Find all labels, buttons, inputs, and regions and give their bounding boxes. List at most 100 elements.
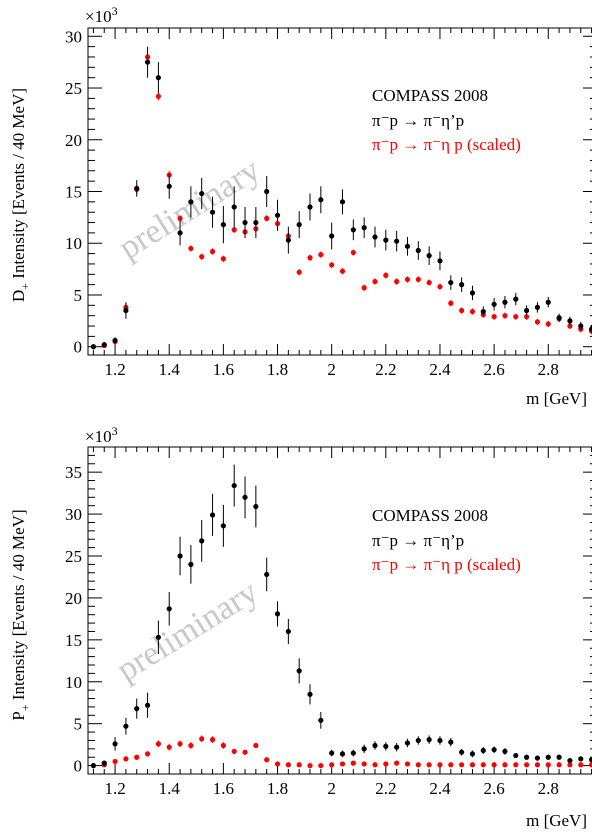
data-point	[296, 762, 302, 768]
data-point	[177, 215, 183, 222]
data-point	[307, 255, 313, 261]
data-point	[144, 751, 151, 757]
y-tick-label: 5	[74, 715, 83, 734]
data-point	[220, 222, 226, 228]
data-point	[166, 606, 172, 612]
data-point	[372, 762, 378, 768]
data-point	[199, 254, 205, 260]
data-point	[361, 761, 367, 767]
data-point	[469, 751, 476, 757]
x-axis-label: m [GeV]	[526, 811, 587, 830]
x-tick-label: 1.2	[104, 360, 125, 379]
data-point	[404, 740, 411, 746]
legend-title: COMPASS 2008	[372, 86, 488, 105]
data-point	[155, 93, 161, 99]
data-point	[361, 746, 367, 752]
data-point	[199, 190, 205, 197]
data-point	[372, 234, 378, 240]
x-tick-label: 1.6	[213, 360, 234, 379]
data-point	[578, 756, 584, 762]
data-point	[404, 276, 411, 283]
data-point	[209, 248, 216, 255]
data-point	[296, 269, 302, 275]
legend-entry-1: π⁻p → π⁻η’p	[372, 531, 464, 550]
x-tick-label: 2.6	[483, 779, 504, 798]
data-point	[394, 744, 400, 750]
data-point	[166, 744, 172, 750]
data-point	[285, 237, 291, 243]
data-point	[524, 307, 530, 314]
data-point	[177, 230, 183, 236]
data-point	[209, 209, 216, 215]
data-point	[502, 313, 508, 319]
data-point	[199, 538, 205, 544]
data-point	[534, 319, 541, 325]
data-point	[155, 634, 161, 640]
data-point	[166, 183, 172, 189]
data-point	[469, 290, 476, 296]
data-point	[361, 225, 367, 231]
data-point	[188, 245, 194, 252]
data-point	[123, 756, 129, 762]
data-point	[459, 282, 465, 288]
data-point	[502, 762, 508, 768]
data-point	[415, 737, 421, 744]
x-tick-label: 2.2	[375, 779, 396, 798]
data-point	[134, 706, 140, 712]
y-tick-label: 20	[65, 131, 82, 150]
y-tick-label: 25	[65, 547, 82, 566]
data-point	[480, 308, 486, 315]
data-point	[469, 308, 476, 315]
data-point	[253, 503, 259, 510]
data-point	[448, 739, 454, 745]
data-point	[264, 757, 270, 763]
data-point	[220, 256, 226, 262]
data-point	[112, 758, 118, 765]
data-point	[394, 238, 400, 244]
data-point	[513, 752, 519, 759]
y-tick-label: 0	[74, 338, 83, 357]
data-point	[296, 222, 302, 228]
data-point	[415, 276, 421, 283]
data-point	[307, 763, 313, 769]
data-point	[361, 285, 367, 291]
x-tick-label: 2.2	[375, 360, 396, 379]
y-tick-label: 5	[74, 286, 83, 305]
x-tick-label: 1.6	[213, 779, 234, 798]
data-point	[383, 743, 389, 749]
y-tick-label: 25	[65, 79, 82, 98]
data-point	[242, 749, 248, 755]
data-point	[350, 750, 356, 756]
data-point	[534, 762, 541, 768]
y-tick-label: 15	[65, 631, 82, 650]
data-point	[437, 284, 443, 290]
data-point	[513, 296, 519, 302]
data-point	[339, 199, 346, 205]
data-point	[448, 762, 454, 768]
legend-title: COMPASS 2008	[372, 506, 488, 525]
x-tick-label: 1.8	[267, 779, 288, 798]
x-tick-label: 2.8	[538, 779, 559, 798]
x-tick-label: 1.4	[159, 779, 181, 798]
y-tick-label: 30	[65, 505, 82, 524]
y-tick-label: 35	[65, 463, 82, 482]
data-point	[123, 307, 129, 314]
data-point	[90, 763, 97, 769]
data-point	[307, 691, 313, 697]
data-point	[567, 762, 573, 768]
data-point	[567, 318, 573, 324]
x-tick-label: 1.2	[104, 779, 125, 798]
data-point	[329, 233, 335, 239]
data-point	[264, 188, 270, 195]
y-multiplier-label: ×103	[85, 424, 118, 446]
data-point	[274, 761, 281, 767]
data-point	[155, 75, 161, 81]
data-point	[134, 754, 140, 760]
data-point	[556, 315, 562, 321]
series-1	[90, 464, 592, 769]
data-point	[285, 628, 291, 635]
data-point	[545, 321, 551, 327]
data-point	[534, 304, 541, 310]
y-axis-label: P+ Intensity [Events / 40 MeV]	[9, 509, 32, 720]
data-point	[578, 323, 584, 329]
